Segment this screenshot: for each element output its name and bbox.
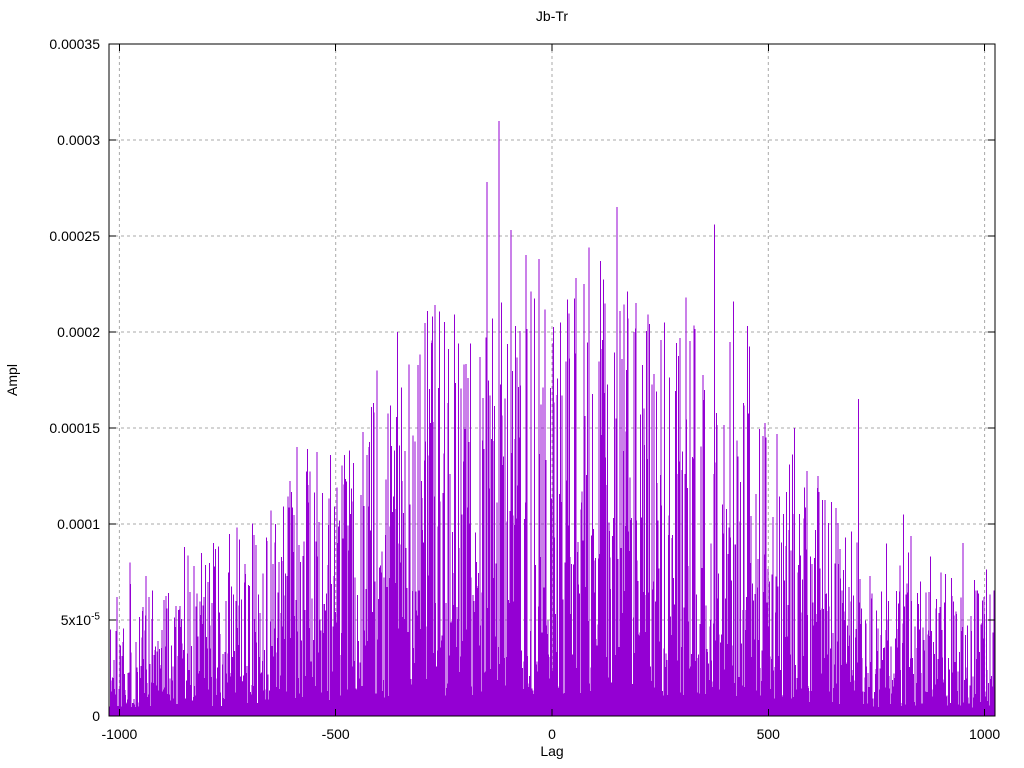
y-tick-label: 0.00035 [49, 36, 100, 52]
x-tick-label: -500 [321, 726, 350, 742]
y-tick-label: 0.00015 [49, 420, 100, 436]
y-tick-label: 0.0003 [57, 132, 100, 148]
y-tick-label: 5x10-5 [60, 611, 100, 628]
y-tick-label: 0.0001 [57, 516, 100, 532]
y-tick-label: 0.0002 [57, 324, 100, 340]
chart-title: Jb-Tr [535, 8, 569, 24]
x-tick-label: -1000 [101, 726, 138, 742]
y-tick-label: 0 [92, 708, 100, 724]
x-tick-label: 500 [756, 726, 780, 742]
x-axis-label: Lag [540, 743, 564, 759]
y-tick-label: 0.00025 [49, 228, 100, 244]
x-tick-label: 0 [548, 726, 556, 742]
x-tick-label: 1000 [969, 726, 1001, 742]
